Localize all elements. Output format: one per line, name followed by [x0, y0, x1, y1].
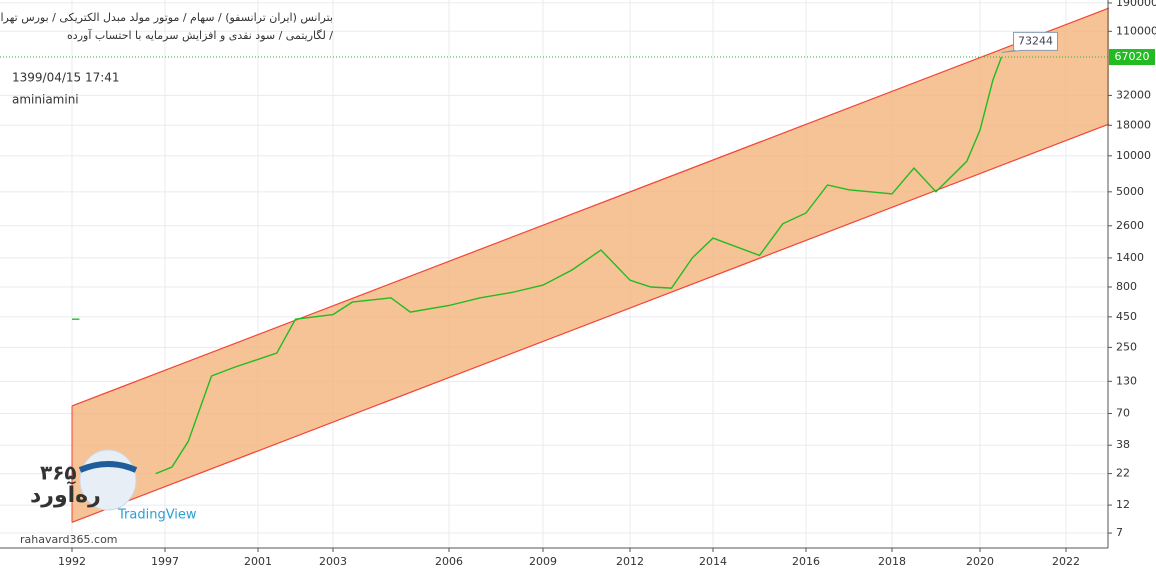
y-tick-label: 110000: [1116, 24, 1156, 37]
x-tick-label: 2009: [529, 555, 557, 568]
y-tick-label: 190000: [1116, 0, 1156, 9]
channel-upper: [71, 7, 1110, 407]
last-price-box: [1109, 49, 1155, 66]
x-tick-label: 2022: [1052, 555, 1080, 568]
x-tick-label: 1992: [58, 555, 86, 568]
callout-box: [1001, 31, 1058, 53]
y-tick-label: 38: [1116, 438, 1130, 451]
plot: [0, 7, 1110, 523]
x-tick-label: 2014: [699, 555, 727, 568]
y-tick-label: 2600: [1116, 219, 1144, 232]
y-tick-label: 250: [1116, 340, 1137, 353]
x-tick-label: 2003: [319, 555, 347, 568]
x-tick-label: 1997: [151, 555, 179, 568]
x-tick-label: 2016: [792, 555, 820, 568]
watermark-number: ۳۶۵: [40, 461, 77, 485]
x-tick-label: 2006: [435, 555, 463, 568]
y-tick-label: 18000: [1116, 118, 1151, 131]
y-tick-label: 7: [1116, 526, 1123, 539]
y-tick-label: 22: [1116, 467, 1130, 480]
watermark: ۳۶۵ ره‌آورد TradingView rahavard365.com: [20, 449, 197, 546]
last-price-label: 67020: [1115, 50, 1150, 63]
y-tick-label: 450: [1116, 310, 1137, 323]
watermark-brand: ره‌آورد: [30, 480, 101, 508]
callout-label: 73244: [1018, 34, 1053, 47]
y-tick-label: 1400: [1116, 251, 1144, 264]
y-tick-label: 800: [1116, 280, 1137, 293]
chart-title: بترانس (ایران ترانسفو) / سهام / موتور مو…: [0, 11, 333, 24]
logo-band: [78, 461, 138, 473]
price-line: [72, 56, 1003, 475]
timestamp: 1399/04/15 17:41: [12, 71, 120, 85]
x-tick-label: 2001: [244, 555, 272, 568]
y-tick-label: 10000: [1116, 149, 1151, 162]
y-tick-label: 5000: [1116, 185, 1144, 198]
watermark-platform: TradingView: [117, 508, 197, 523]
y-tick-label: 32000: [1116, 88, 1151, 101]
labels: 67020 73244: [1001, 31, 1155, 66]
x-tick-label: 2012: [616, 555, 644, 568]
axes: 7 12 22 38 70 130 250 450 800 1400 2600 5000 10000 18…: [58, 0, 1156, 568]
channel-fill: [72, 8, 1109, 523]
y-tick-label: 130: [1116, 374, 1137, 387]
y-tick-label: 12: [1116, 498, 1130, 511]
watermark-site: rahavard365.com: [20, 533, 118, 546]
chart-subtitle: لگاریتمی / سود نقدی و افزایش سرمایه با ا…: [67, 28, 333, 42]
x-tick-label: 2020: [966, 555, 994, 568]
channel-lower: [71, 123, 1110, 523]
y-tick-label: 70: [1116, 406, 1130, 419]
x-tick-label: 2018: [878, 555, 906, 568]
author: aminiamini: [12, 93, 79, 107]
